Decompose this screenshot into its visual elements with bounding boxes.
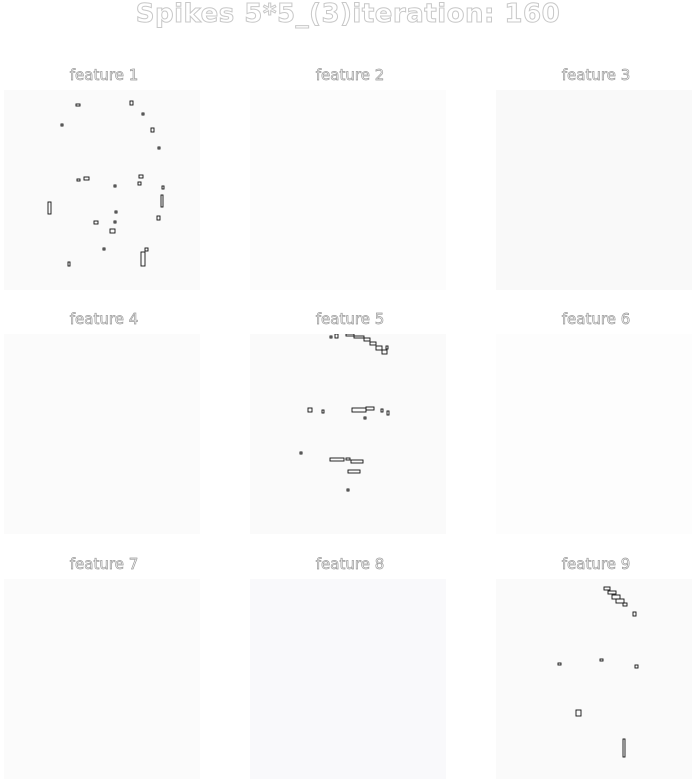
spike-mark: [369, 341, 377, 346]
feature-map-4: [4, 334, 200, 534]
feature-map-background: [250, 334, 446, 534]
feature-map-background: [496, 579, 692, 779]
spike-mark: [93, 220, 99, 225]
panel-title-3: feature 3: [561, 66, 631, 85]
spike-mark: [329, 335, 333, 339]
spike-mark: [160, 194, 164, 208]
feature-map-background: [4, 579, 200, 779]
spike-mark: [129, 100, 134, 106]
spike-mark: [75, 103, 81, 107]
spike-mark: [321, 409, 325, 414]
spike-mark: [329, 457, 345, 462]
panel-title-5: feature 5: [315, 310, 385, 329]
feature-map-1: [4, 90, 200, 290]
spike-mark: [144, 247, 149, 252]
panel-title-9: feature 9: [561, 555, 631, 574]
feature-map-background: [496, 334, 692, 534]
panel-title-4: feature 4: [69, 310, 139, 329]
spike-mark: [365, 406, 375, 411]
spike-mark: [615, 598, 625, 604]
spike-mark: [102, 247, 106, 251]
feature-map-image-5: [250, 334, 446, 534]
spike-mark: [60, 123, 64, 127]
panel-title-6: feature 6: [561, 310, 631, 329]
feature-map-background: [250, 90, 446, 290]
spike-mark: [599, 658, 604, 662]
spike-mark: [557, 662, 562, 666]
panel-title-8: feature 8: [315, 555, 385, 574]
spike-mark: [113, 220, 117, 224]
feature-map-image-8: [250, 579, 446, 779]
feature-map-background: [496, 90, 692, 290]
spike-mark: [109, 228, 116, 234]
feature-map-8: [250, 579, 446, 779]
spike-mark: [83, 176, 90, 181]
spike-mark: [385, 345, 389, 350]
spike-mark: [150, 127, 155, 133]
feature-map-image-2: [250, 90, 446, 290]
spike-mark: [622, 738, 626, 758]
spike-mark: [156, 215, 161, 221]
feature-map-image-9: [496, 579, 692, 779]
figure-title: Spikes 5*5_(3)iteration: 160: [135, 0, 561, 29]
spike-mark: [157, 146, 161, 150]
feature-map-5: [250, 334, 446, 534]
spike-mark: [380, 408, 384, 413]
spike-mark: [114, 210, 118, 214]
spike-mark: [386, 410, 390, 416]
spike-mark: [345, 334, 355, 337]
feature-map-9: [496, 579, 692, 779]
spike-mark: [607, 590, 617, 595]
feature-map-6: [496, 334, 692, 534]
spike-mark: [381, 349, 388, 355]
spike-mark: [575, 709, 582, 717]
spike-mark: [334, 334, 339, 339]
panel-title-7: feature 7: [69, 555, 139, 574]
feature-map-image-3: [496, 90, 692, 290]
spike-mark: [603, 586, 611, 591]
spike-mark: [67, 261, 71, 267]
feature-map-2: [250, 90, 446, 290]
spike-mark: [353, 335, 365, 339]
feature-map-image-1: [4, 90, 200, 290]
spike-mark: [137, 181, 142, 186]
feature-map-image-6: [496, 334, 692, 534]
spike-mark: [113, 184, 117, 188]
feature-map-image-7: [4, 579, 200, 779]
feature-map-7: [4, 579, 200, 779]
feature-map-background: [4, 334, 200, 534]
panel-title-2: feature 2: [315, 66, 385, 85]
spike-mark: [346, 488, 350, 492]
spike-mark: [138, 174, 144, 179]
spike-mark: [299, 451, 303, 455]
spike-mark: [161, 185, 165, 190]
spike-mark: [363, 337, 371, 342]
spike-mark: [632, 611, 637, 617]
feature-map-background: [4, 90, 200, 290]
feature-map-image-4: [4, 334, 200, 534]
spike-mark: [622, 602, 628, 607]
panel-title-1: feature 1: [69, 66, 139, 85]
spike-mark: [76, 178, 81, 182]
spike-mark: [141, 112, 145, 116]
feature-map-background: [250, 579, 446, 779]
spike-mark: [345, 457, 351, 461]
spike-mark: [307, 407, 313, 413]
feature-map-3: [496, 90, 692, 290]
spike-mark: [47, 201, 52, 215]
spike-mark: [363, 416, 367, 420]
spike-mark: [140, 251, 146, 267]
spike-mark: [350, 459, 364, 464]
spike-mark: [347, 469, 361, 474]
spike-mark: [634, 664, 639, 669]
spike-mark: [375, 345, 383, 351]
